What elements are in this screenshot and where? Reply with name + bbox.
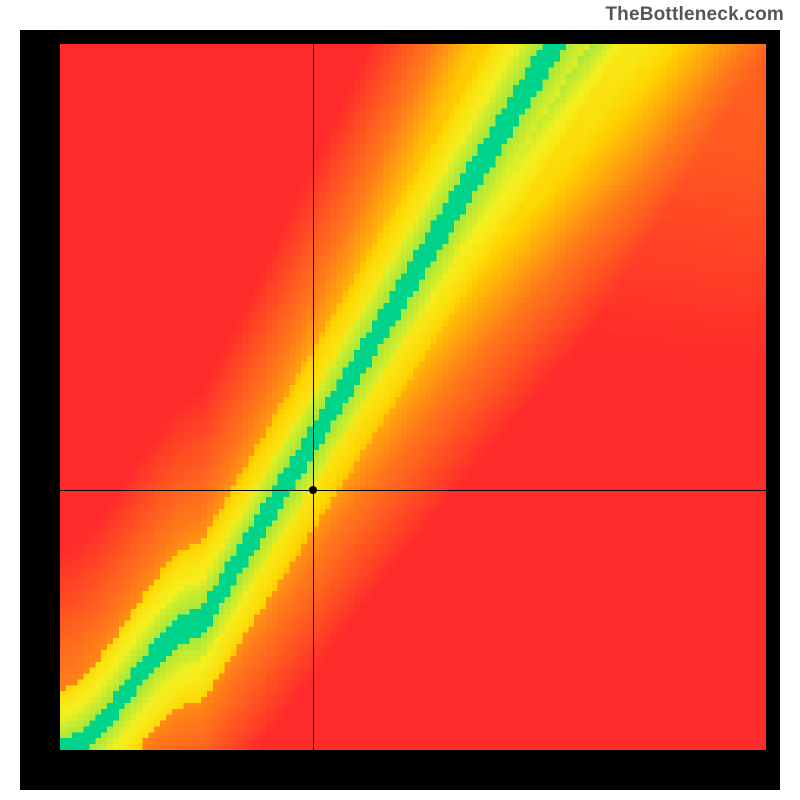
plot-area <box>60 44 766 750</box>
crosshair-horizontal <box>60 490 766 491</box>
attribution-text: TheBottleneck.com <box>605 4 784 26</box>
page-container: TheBottleneck.com <box>0 0 800 800</box>
marker-dot <box>309 486 317 494</box>
crosshair-vertical <box>313 44 314 750</box>
chart-frame <box>20 30 780 790</box>
heatmap-canvas <box>60 44 766 750</box>
